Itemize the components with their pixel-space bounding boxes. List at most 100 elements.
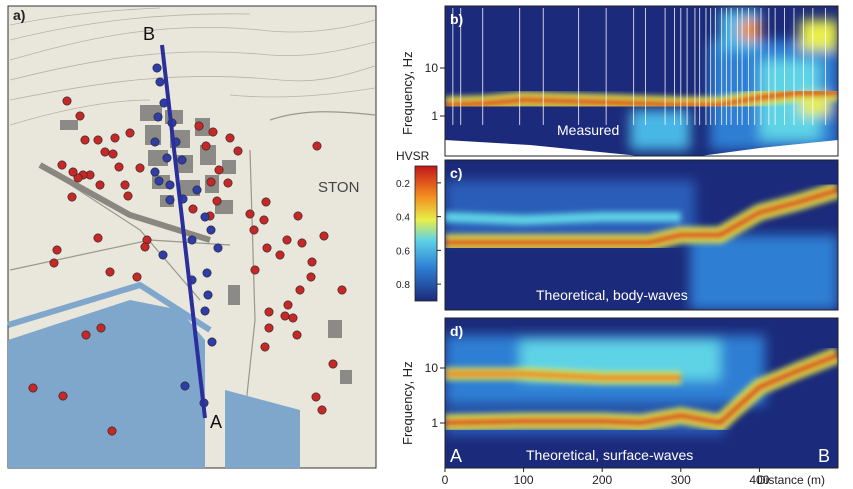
x-axis-tick-label: 300 xyxy=(671,473,691,487)
red-marker xyxy=(306,272,316,282)
red-markers xyxy=(28,96,347,436)
colorbar-ticks: 0.8 0.6 0.4 0.2 xyxy=(396,179,441,291)
red-marker xyxy=(80,135,90,145)
red-marker xyxy=(132,272,142,282)
red-marker xyxy=(312,141,322,151)
sea-area-right xyxy=(225,390,300,468)
blue-marker xyxy=(177,155,187,165)
x-axis-tick-label: 200 xyxy=(592,473,612,487)
blue-marker xyxy=(213,243,223,253)
red-marker xyxy=(100,147,110,157)
red-marker xyxy=(81,330,91,340)
panel-d-ytick-10: 10 xyxy=(425,361,439,375)
panel-b-ytick-1: 1 xyxy=(431,109,438,123)
red-marker xyxy=(275,250,285,260)
red-marker xyxy=(264,323,274,333)
red-marker xyxy=(264,307,274,317)
red-marker xyxy=(110,133,120,143)
red-marker xyxy=(259,215,269,225)
panel-d-caption: Theoretical, surface-waves xyxy=(526,447,693,463)
blue-marker xyxy=(200,212,210,222)
red-marker xyxy=(75,111,85,121)
panel-b-measurement-lines xyxy=(452,8,826,125)
sea-area xyxy=(8,300,205,468)
red-marker xyxy=(233,146,243,156)
red-marker xyxy=(206,177,216,187)
red-marker xyxy=(317,405,327,415)
panel-d-end-a: A xyxy=(450,446,462,466)
red-marker xyxy=(62,96,72,106)
red-marker xyxy=(288,313,298,323)
map-panel-label: a) xyxy=(13,7,25,23)
red-marker xyxy=(108,149,118,159)
red-marker xyxy=(260,342,270,352)
red-marker xyxy=(194,121,204,131)
panel-b-ylabel: Frequency, Hz xyxy=(400,51,415,135)
profile-line xyxy=(160,44,207,419)
red-marker xyxy=(214,165,224,175)
red-marker xyxy=(249,225,259,235)
red-marker xyxy=(280,311,290,321)
red-marker xyxy=(68,167,78,177)
panel-c-label: c) xyxy=(450,165,462,181)
red-marker xyxy=(123,191,133,201)
red-marker xyxy=(58,391,68,401)
red-marker xyxy=(201,141,211,151)
colorbar-title: HVSR xyxy=(396,149,430,163)
red-marker xyxy=(135,163,145,173)
red-marker xyxy=(28,383,38,393)
red-marker xyxy=(292,330,302,340)
panel-b-ridge xyxy=(445,89,838,109)
channel xyxy=(7,281,212,333)
red-marker xyxy=(295,285,305,295)
blue-marker xyxy=(153,112,163,122)
red-marker xyxy=(93,135,103,145)
blue-marker xyxy=(187,235,197,245)
map-panel: STON a) B A xyxy=(7,5,377,469)
red-marker xyxy=(337,285,347,295)
red-marker xyxy=(283,300,293,310)
red-marker xyxy=(225,133,235,143)
blue-marker xyxy=(154,176,164,186)
blue-marker xyxy=(206,225,216,235)
panel-d: d) Theoretical, surface-waves A B Freque… xyxy=(400,317,839,469)
blue-marker xyxy=(180,381,190,391)
x-axis-tick-label: 0 xyxy=(442,473,449,487)
red-marker xyxy=(307,257,317,267)
blue-marker xyxy=(203,290,213,300)
x-axis-label: Distance (m) xyxy=(757,473,825,487)
colorbar-tick-label: 0.2 xyxy=(396,179,410,190)
panel-d-label: d) xyxy=(450,323,463,339)
panel-c-caption: Theoretical, body-waves xyxy=(536,287,688,303)
blue-marker xyxy=(155,77,165,87)
panel-d-ridge xyxy=(445,351,838,427)
blue-marker xyxy=(162,153,172,163)
panel-c: c) Theoretical, body-waves HVSR 0.80.60.… xyxy=(396,149,839,311)
red-marker xyxy=(57,160,67,170)
red-marker xyxy=(328,359,338,369)
red-marker xyxy=(282,235,292,245)
x-axis-tick-label: 400 xyxy=(749,473,769,487)
red-marker xyxy=(208,127,218,137)
red-marker xyxy=(114,162,124,172)
red-marker xyxy=(188,204,198,214)
red-marker xyxy=(125,128,135,138)
red-marker xyxy=(120,180,130,190)
blue-marker xyxy=(207,337,217,347)
red-marker xyxy=(73,173,83,183)
red-marker xyxy=(95,180,105,190)
panel-d-ylabel: Frequency, Hz xyxy=(400,361,415,445)
panel-c-ridge-upper xyxy=(445,212,681,226)
map-contours xyxy=(9,7,376,126)
red-marker xyxy=(311,392,321,402)
point-b-label: B xyxy=(143,24,155,44)
red-marker xyxy=(262,243,272,253)
panel-b-caption: Measured xyxy=(557,122,619,138)
red-marker xyxy=(297,238,307,248)
red-marker xyxy=(250,265,260,275)
red-marker xyxy=(140,242,150,252)
panel-d-ytick-1: 1 xyxy=(431,416,438,430)
x-axis-tick-label: 100 xyxy=(514,473,534,487)
red-marker xyxy=(293,211,303,221)
